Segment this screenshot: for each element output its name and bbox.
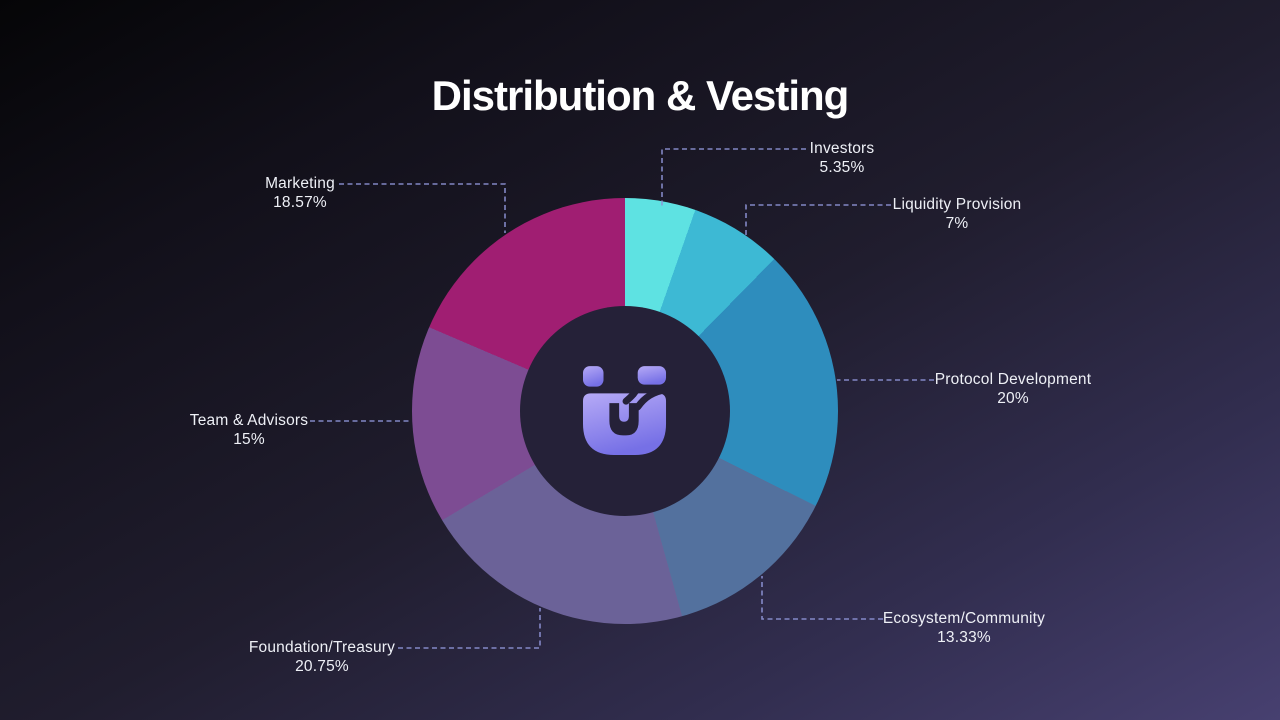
- segment-label-liquidity: Liquidity Provision 7%: [893, 195, 1022, 233]
- segment-label-marketing: Marketing 18.57%: [265, 174, 335, 212]
- segment-percent: 13.33%: [937, 629, 991, 646]
- segment-name: Team & Advisors: [189, 412, 309, 429]
- leader-line-investors: [661, 148, 806, 206]
- segment-name: Foundation/Treasury: [248, 639, 396, 656]
- segment-percent: 20%: [997, 390, 1029, 407]
- donut-chart: [412, 198, 838, 624]
- leader-line-marketing: [339, 183, 506, 233]
- segment-name: Investors: [809, 140, 875, 157]
- leader-line-ecosystem: [761, 576, 883, 620]
- segment-percent: 18.57%: [273, 194, 327, 211]
- leader-line-liquidity: [745, 204, 891, 239]
- segment-label-ecosystem: Ecosystem/Community 13.33%: [883, 609, 1045, 647]
- segment-name: Protocol Development: [934, 371, 1092, 388]
- segment-percent: 20.75%: [295, 658, 349, 675]
- segment-label-investors: Investors 5.35%: [810, 139, 875, 177]
- segment-percent: 7%: [945, 215, 969, 232]
- leader-line-foundation: [398, 608, 541, 649]
- segment-percent: 15%: [233, 431, 265, 448]
- logo-slit: [622, 382, 643, 405]
- segment-name: Liquidity Provision: [892, 196, 1022, 213]
- segment-percent: 5.35%: [819, 159, 865, 176]
- donut-center: [520, 306, 730, 516]
- segment-label-foundation: Foundation/Treasury 20.75%: [249, 638, 395, 676]
- segment-label-team: Team & Advisors 15%: [190, 411, 308, 449]
- logo-slit: [634, 386, 667, 411]
- page-title: Distribution & Vesting: [431, 72, 850, 119]
- segment-name: Ecosystem/Community: [882, 610, 1046, 627]
- segment-name: Marketing: [265, 175, 335, 192]
- segment-label-protocol: Protocol Development 20%: [935, 370, 1092, 408]
- unicrypt-logo-icon: [583, 366, 667, 455]
